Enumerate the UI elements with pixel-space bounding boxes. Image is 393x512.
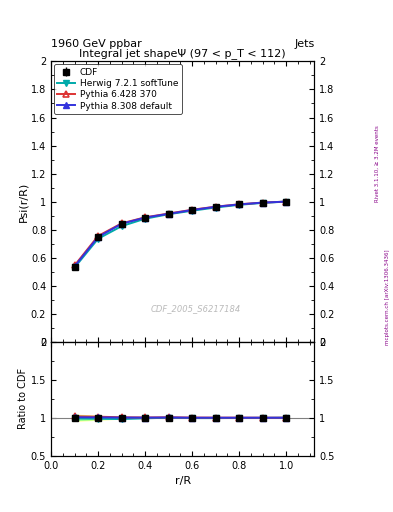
Title: Integral jet shapeΨ (97 < p_T < 112): Integral jet shapeΨ (97 < p_T < 112) xyxy=(79,48,286,59)
Pythia 6.428 370 xyxy=(72,262,77,268)
Herwig 7.2.1 softTune xyxy=(72,264,77,270)
Herwig 7.2.1 softTune xyxy=(166,211,171,217)
Herwig 7.2.1 softTune xyxy=(237,202,242,208)
Herwig 7.2.1 softTune xyxy=(284,199,288,205)
Text: CDF_2005_S6217184: CDF_2005_S6217184 xyxy=(151,304,241,313)
Y-axis label: Psi(r/R): Psi(r/R) xyxy=(18,181,28,222)
Pythia 6.428 370 xyxy=(143,214,147,220)
Pythia 6.428 370 xyxy=(284,199,288,205)
Text: 1960 GeV ppbar: 1960 GeV ppbar xyxy=(51,38,142,49)
Pythia 8.308 default xyxy=(260,200,265,206)
Pythia 6.428 370 xyxy=(96,233,101,239)
Pythia 6.428 370 xyxy=(119,220,124,226)
Pythia 8.308 default xyxy=(213,204,218,210)
Pythia 6.428 370 xyxy=(260,200,265,206)
Pythia 8.308 default xyxy=(143,215,147,221)
X-axis label: r/R: r/R xyxy=(174,476,191,486)
Pythia 6.428 370 xyxy=(166,210,171,217)
Herwig 7.2.1 softTune xyxy=(213,204,218,210)
Text: Rivet 3.1.10, ≥ 3.2M events: Rivet 3.1.10, ≥ 3.2M events xyxy=(375,125,380,202)
Herwig 7.2.1 softTune xyxy=(143,216,147,222)
Line: Herwig 7.2.1 softTune: Herwig 7.2.1 softTune xyxy=(72,199,289,271)
Pythia 8.308 default xyxy=(96,234,101,240)
Pythia 8.308 default xyxy=(166,211,171,217)
Line: Pythia 8.308 default: Pythia 8.308 default xyxy=(72,199,289,269)
Text: mcplots.cern.ch [arXiv:1306.3436]: mcplots.cern.ch [arXiv:1306.3436] xyxy=(385,249,389,345)
Pythia 8.308 default xyxy=(284,199,288,205)
Pythia 8.308 default xyxy=(72,263,77,269)
Herwig 7.2.1 softTune xyxy=(96,236,101,242)
Herwig 7.2.1 softTune xyxy=(190,208,195,214)
Herwig 7.2.1 softTune xyxy=(119,223,124,229)
Pythia 6.428 370 xyxy=(190,207,195,213)
Pythia 6.428 370 xyxy=(237,201,242,207)
Y-axis label: Ratio to CDF: Ratio to CDF xyxy=(18,368,28,429)
Pythia 8.308 default xyxy=(119,221,124,227)
Text: Jets: Jets xyxy=(294,38,314,49)
Pythia 8.308 default xyxy=(190,207,195,213)
Line: Pythia 6.428 370: Pythia 6.428 370 xyxy=(72,199,289,268)
Herwig 7.2.1 softTune xyxy=(260,200,265,206)
Pythia 6.428 370 xyxy=(213,204,218,210)
Legend: CDF, Herwig 7.2.1 softTune, Pythia 6.428 370, Pythia 8.308 default: CDF, Herwig 7.2.1 softTune, Pythia 6.428… xyxy=(54,64,182,114)
Pythia 8.308 default xyxy=(237,201,242,207)
